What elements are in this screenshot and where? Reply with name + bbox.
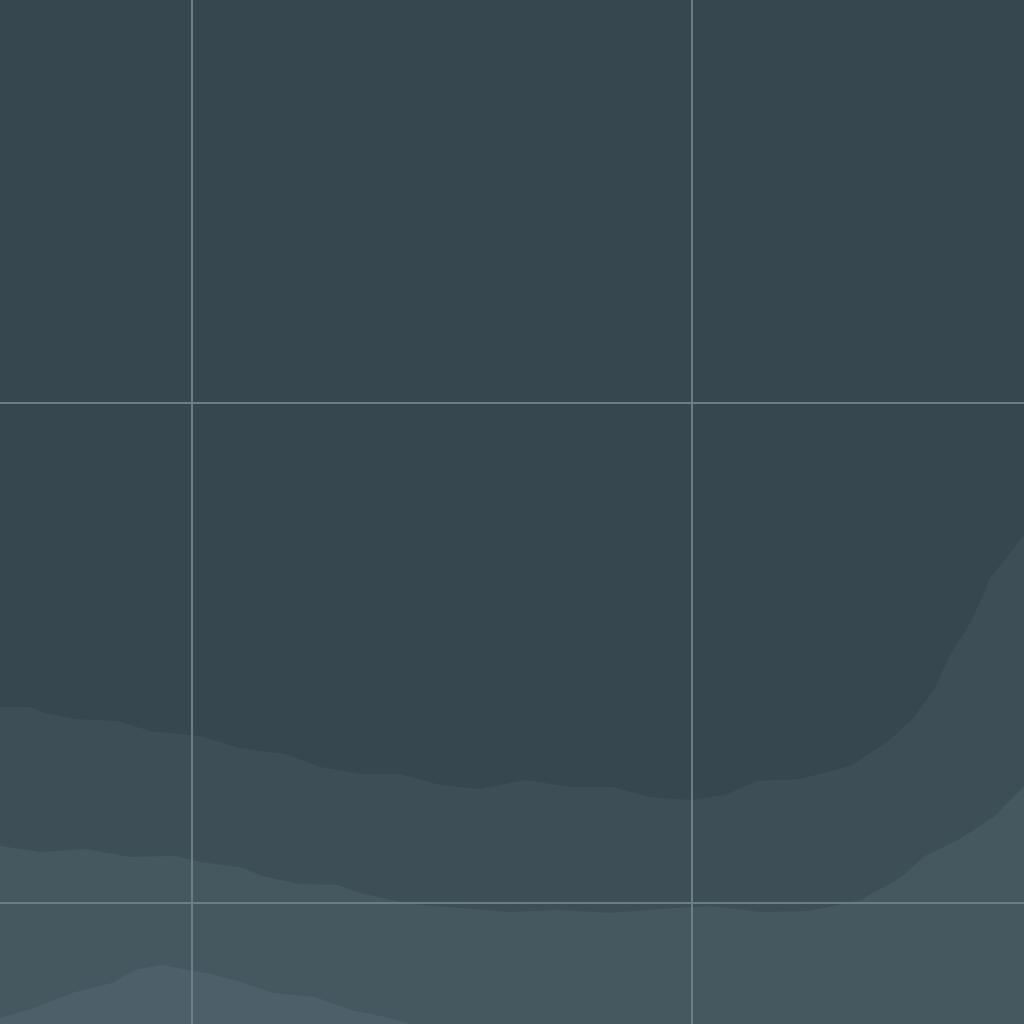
- depth-band-2: [0, 786, 1024, 1024]
- depth-band-3: [0, 965, 410, 1024]
